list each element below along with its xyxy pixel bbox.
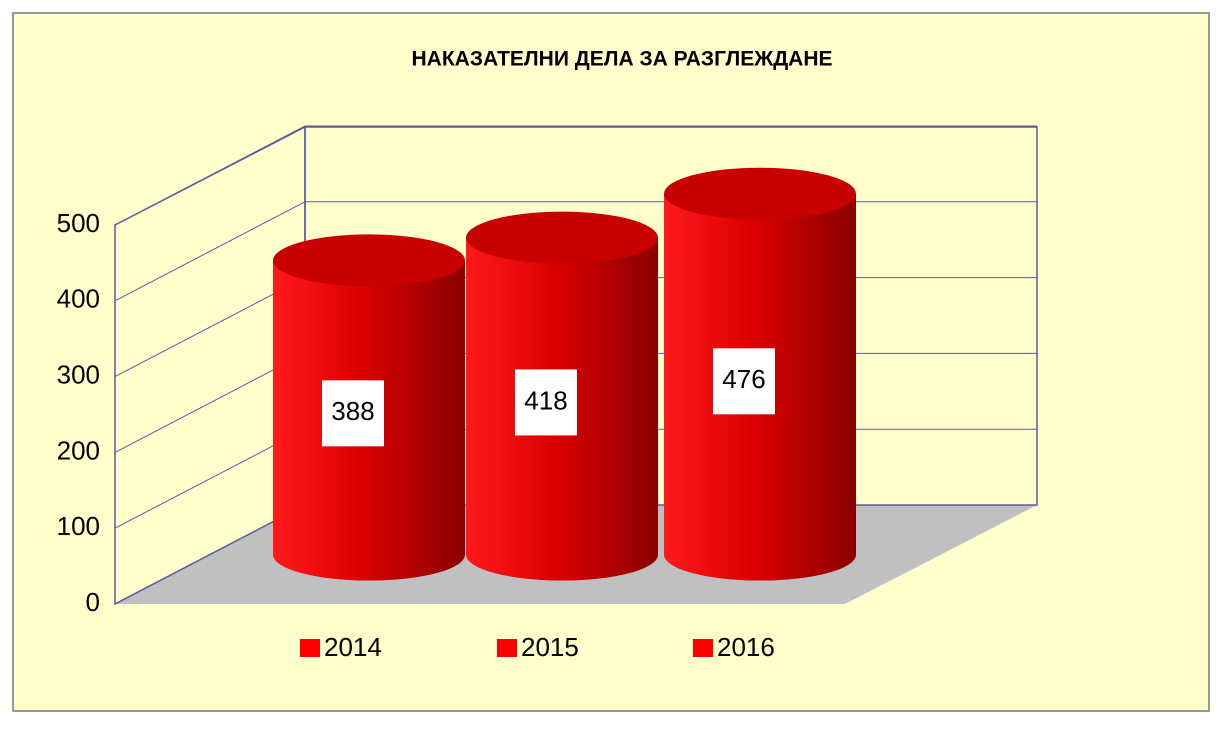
data-label: 476 [722,364,765,394]
legend-label: 2015 [521,632,579,662]
chart-title: НАКАЗАТЕЛНИ ДЕЛА ЗА РАЗГЛЕЖДАНЕ [412,48,833,71]
data-label-box [713,348,775,415]
bars: 388 418 476 [273,167,856,581]
legend-label: 2014 [324,632,382,662]
legend: 2014 2015 2016 [300,632,775,662]
cylinder-bottom-edge [466,528,658,581]
data-label: 418 [524,385,567,415]
legend-label: 2016 [717,632,775,662]
y-tick-label: 500 [57,208,100,238]
cylinder-top [664,167,856,220]
y-tick-label: 300 [57,359,100,389]
y-tick-label: 200 [57,435,100,465]
legend-swatch [693,639,713,657]
legend-swatch [497,639,517,657]
y-tick-label: 100 [57,511,100,541]
data-label-box [515,369,577,436]
grid-line [114,125,306,226]
legend-swatch [300,639,320,657]
grid-line [114,201,306,302]
cylinder-top [466,211,658,264]
cylinder-top [273,234,465,287]
cylinder-bottom-edge [664,528,856,581]
y-tick-label: 400 [57,284,100,314]
y-tick-label: 0 [86,587,100,617]
data-label-box [322,380,384,447]
cylinder-bottom-edge [273,528,465,581]
data-label: 388 [331,396,374,426]
